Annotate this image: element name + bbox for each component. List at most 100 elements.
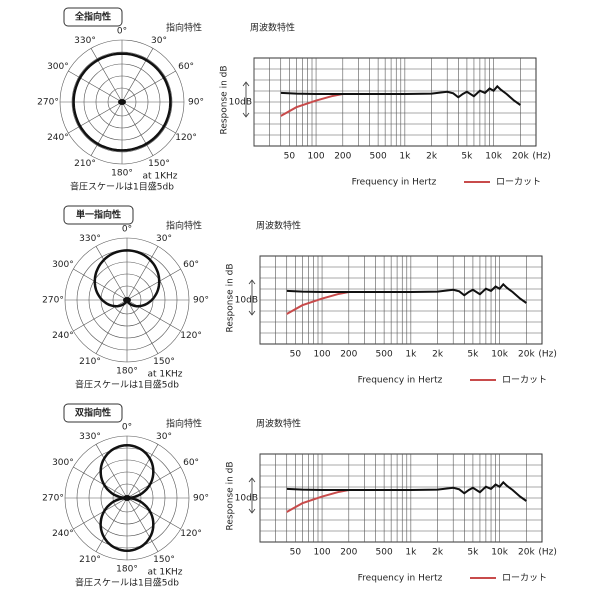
angle-label: 300° [52,458,74,468]
angle-label: 330° [79,234,101,244]
x-label: 20k [518,548,535,558]
x-label: 20k [512,152,529,162]
x-label: 200 [334,152,351,162]
polar-note: at 1KHz [147,370,182,380]
response-curve [286,282,527,304]
legend-label: ローカット [502,375,547,386]
angle-label: 330° [74,36,96,46]
angle-label: 240° [52,529,74,539]
angle-label: 120° [180,331,202,341]
polar-spoke [126,444,159,499]
x-axis-label: Frequency in Hertz [358,574,443,584]
x-label: 50 [284,152,296,162]
x-label: 500 [370,152,387,162]
lowcut-curve [286,291,349,315]
angle-label: 90° [193,296,209,306]
mic-dot [118,99,126,105]
angle-label: 60° [178,62,194,72]
x-label: 5k [467,548,479,558]
angle-label: 0° [122,423,132,433]
angle-label: 150° [153,555,175,565]
x-label: 100 [307,152,324,162]
angle-label: 0° [122,225,132,235]
x-label: 2k [432,350,444,360]
angle-label: 150° [148,159,170,169]
angle-label: 180° [116,565,138,575]
scale-note: 音圧スケールは1目盛5db [75,577,179,589]
scale-note: 音圧スケールは1目盛5db [75,379,179,391]
polar-spoke [121,48,154,103]
polar-spoke [95,246,128,301]
x-label: 200 [340,350,357,360]
angle-label: 300° [52,260,74,270]
polar-spoke [73,497,128,530]
x-label: 100 [313,350,330,360]
angle-label: 30° [156,234,172,244]
mic-dot [123,495,131,501]
x-label: 500 [376,350,393,360]
x-label: 100 [313,548,330,558]
polar-spoke [95,444,128,499]
x-label: 10k [491,350,508,360]
polar-spoke [90,48,123,103]
angle-label: 270° [42,296,64,306]
angle-label: 180° [116,367,138,377]
x-label: 2k [426,152,438,162]
x-label: 50 [290,350,302,360]
polar-spoke [73,466,128,499]
angle-label: 210° [79,555,101,565]
db-label: 10dB [229,98,252,108]
polar-spoke [95,299,128,354]
x-unit: (Hz) [538,350,557,360]
polar-spoke [126,299,181,332]
pattern-label: 全指向性 [74,11,111,23]
freq-title: 周波数特性 [256,418,301,430]
x-label: 10k [491,548,508,558]
polar-spoke [95,497,128,552]
db-label: 10dB [235,494,258,504]
pattern-label: 双指向性 [75,407,111,419]
legend-label: ローカット [496,177,541,188]
polar-title: 指向特性 [166,418,202,430]
y-axis-label: Response in dB [226,461,236,530]
polar-spoke [68,101,123,134]
angle-label: 60° [183,458,199,468]
angle-label: 180° [111,169,133,179]
angle-label: 210° [74,159,96,169]
db-label: 10dB [235,296,258,306]
angle-label: 240° [52,331,74,341]
polar-spoke [126,268,181,301]
response-curve [280,84,521,106]
polar-spoke [126,497,181,530]
x-axis-label: Frequency in Hertz [352,178,437,188]
y-axis-label: Response in dB [220,65,230,134]
angle-label: 120° [175,133,197,143]
polar-title: 指向特性 [166,22,202,34]
angle-label: 300° [47,62,69,72]
angle-label: 270° [42,494,64,504]
polar-spoke [126,466,181,499]
polar-pattern [72,52,172,152]
x-label: 50 [290,548,302,558]
x-label: 20k [518,350,535,360]
legend-label: ローカット [502,573,547,584]
pattern-label-box [63,205,134,225]
angle-label: 330° [79,432,101,442]
angle-label: 30° [156,432,172,442]
polar-spoke [73,299,128,332]
x-label: 2k [432,548,444,558]
response-curve [286,480,527,502]
polar-note: at 1KHz [142,172,177,182]
lowcut-curve [286,489,349,513]
angle-label: 150° [153,357,175,367]
angle-label: 30° [151,36,167,46]
polar-note: at 1KHz [147,568,182,578]
db-arrow [242,81,250,118]
angle-label: 60° [183,260,199,270]
polar-spoke [126,246,159,301]
polar-spoke [121,101,154,156]
angle-label: 0° [117,27,127,37]
